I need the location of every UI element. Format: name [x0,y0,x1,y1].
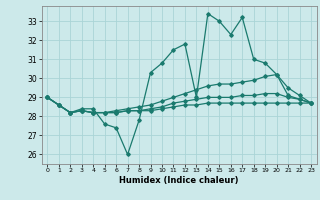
X-axis label: Humidex (Indice chaleur): Humidex (Indice chaleur) [119,176,239,185]
